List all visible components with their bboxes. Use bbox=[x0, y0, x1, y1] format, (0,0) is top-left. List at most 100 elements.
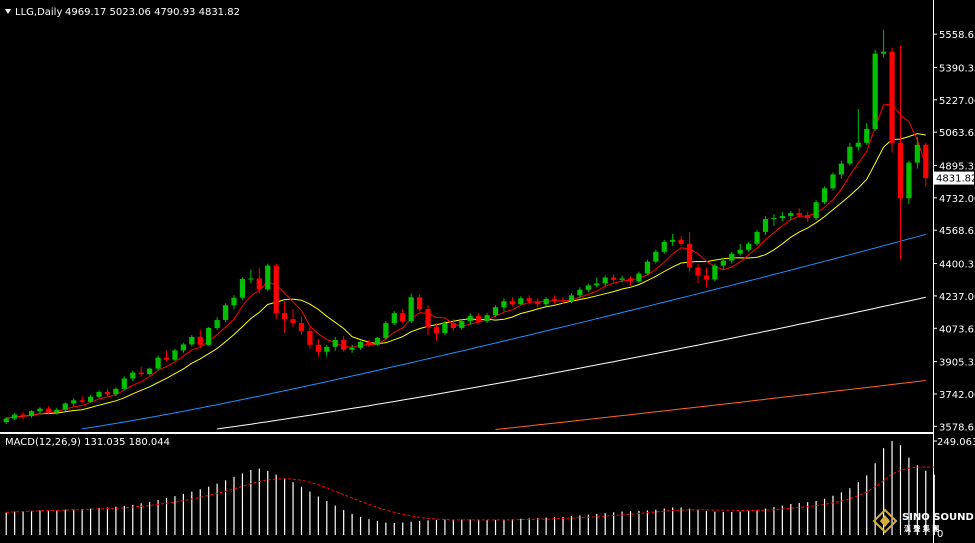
price-tick-label: 4568.65 bbox=[939, 226, 975, 237]
candle-body bbox=[12, 414, 18, 419]
candle-body bbox=[644, 261, 650, 274]
candle-body bbox=[897, 142, 904, 199]
candle-body bbox=[315, 344, 321, 352]
candle-body bbox=[746, 243, 752, 250]
candle-body bbox=[737, 249, 743, 254]
candle-body bbox=[695, 267, 701, 276]
candle-body bbox=[906, 162, 912, 199]
candle-body bbox=[518, 298, 524, 305]
candle-body bbox=[796, 213, 802, 216]
moving-averages bbox=[6, 103, 927, 430]
macd-label: MACD(12,26,9) 131.035 180.044 bbox=[5, 437, 170, 448]
candle-body bbox=[526, 298, 532, 302]
ma-60-line bbox=[82, 233, 926, 430]
candle-body bbox=[408, 297, 414, 322]
candle-body bbox=[813, 202, 819, 219]
candle-body bbox=[147, 368, 153, 375]
candle-body bbox=[349, 347, 355, 350]
candle-body bbox=[374, 337, 381, 345]
candle-body bbox=[307, 330, 313, 345]
current-price-label: 4831.82 bbox=[936, 174, 975, 185]
candle-body bbox=[661, 241, 667, 252]
candle-body bbox=[138, 372, 144, 375]
candle-body bbox=[366, 341, 372, 345]
candle-body bbox=[864, 128, 870, 143]
candle-body bbox=[805, 215, 811, 219]
candle-body bbox=[113, 388, 119, 395]
candle-body bbox=[914, 144, 920, 163]
price-tick-label: 4895.35 bbox=[939, 161, 975, 172]
dropdown-triangle-icon[interactable] bbox=[5, 9, 11, 14]
candle-body bbox=[341, 339, 347, 350]
price-tick-label: 5390.35 bbox=[939, 63, 975, 74]
candle-body bbox=[821, 188, 828, 203]
candle-body bbox=[180, 344, 186, 351]
candle-body bbox=[543, 298, 549, 305]
macd-signal bbox=[6, 466, 935, 521]
candle-body bbox=[476, 316, 482, 322]
candle-body bbox=[602, 277, 608, 284]
logo-inner-icon bbox=[880, 515, 890, 527]
candle-body bbox=[256, 278, 262, 290]
candle-body bbox=[467, 316, 473, 322]
candle-body bbox=[501, 301, 507, 308]
logo-sub: 漢 聲 集 團 bbox=[904, 524, 939, 533]
candle-body bbox=[855, 142, 861, 147]
sino-sound-logo: SINO SOUND 漢 聲 集 團 bbox=[872, 508, 974, 534]
candle-body bbox=[720, 260, 726, 266]
candlesticks bbox=[3, 29, 929, 425]
candle-body bbox=[172, 350, 178, 360]
logo-name: SINO SOUND bbox=[902, 512, 974, 523]
candle-body bbox=[71, 400, 77, 404]
price-axis: 5558.65 5390.35 5227.00 5063.65 4895.35 4732.… bbox=[933, 30, 975, 433]
candle-body bbox=[594, 283, 600, 286]
candle-body bbox=[383, 323, 389, 338]
price-tick-label: 5558.65 bbox=[939, 30, 975, 41]
candle-body bbox=[779, 216, 785, 219]
candle-body bbox=[3, 418, 9, 423]
candle-body bbox=[222, 305, 229, 321]
candle-body bbox=[636, 273, 642, 282]
candle-body bbox=[290, 319, 296, 324]
candle-body bbox=[450, 323, 456, 328]
candle-body bbox=[62, 403, 68, 410]
candle-body bbox=[686, 243, 693, 268]
candle-body bbox=[762, 219, 769, 232]
candle-body bbox=[551, 298, 558, 301]
candle-body bbox=[830, 174, 836, 189]
candle-body bbox=[155, 357, 161, 369]
candle-body bbox=[838, 163, 845, 175]
price-tick-label: 3578.65 bbox=[939, 422, 975, 433]
symbol-label: LLG,Daily bbox=[15, 7, 62, 18]
candle-body bbox=[189, 336, 195, 345]
candle-body bbox=[332, 339, 338, 347]
candle-body bbox=[20, 414, 26, 417]
candle-body bbox=[509, 301, 516, 305]
candle-body bbox=[585, 285, 591, 290]
candle-body bbox=[568, 295, 575, 302]
candle-body bbox=[872, 53, 878, 129]
candle-body bbox=[670, 239, 676, 242]
candle-body bbox=[492, 307, 499, 316]
candle-body bbox=[121, 378, 127, 389]
price-tick-label: 4073.65 bbox=[939, 324, 975, 335]
candle-body bbox=[79, 400, 85, 402]
ma-10-line bbox=[6, 133, 926, 419]
current-price-marker: 4831.82 bbox=[934, 171, 975, 185]
price-tick-label: 3742.00 bbox=[939, 390, 975, 401]
ma-250-line bbox=[495, 380, 926, 430]
price-tick-label: 3905.35 bbox=[939, 358, 975, 369]
candle-body bbox=[459, 321, 465, 328]
candle-body bbox=[231, 297, 237, 306]
candle-body bbox=[889, 51, 895, 143]
candle-body bbox=[754, 231, 760, 244]
candle-body bbox=[788, 213, 794, 217]
candle-body bbox=[847, 146, 853, 164]
candle-body bbox=[282, 313, 288, 320]
candle-body bbox=[577, 289, 583, 296]
macd-max-label: 249.063 bbox=[937, 437, 975, 448]
price-tick-label: 4732.00 bbox=[939, 194, 975, 205]
candle-body bbox=[96, 391, 102, 397]
candle-body bbox=[130, 372, 136, 379]
